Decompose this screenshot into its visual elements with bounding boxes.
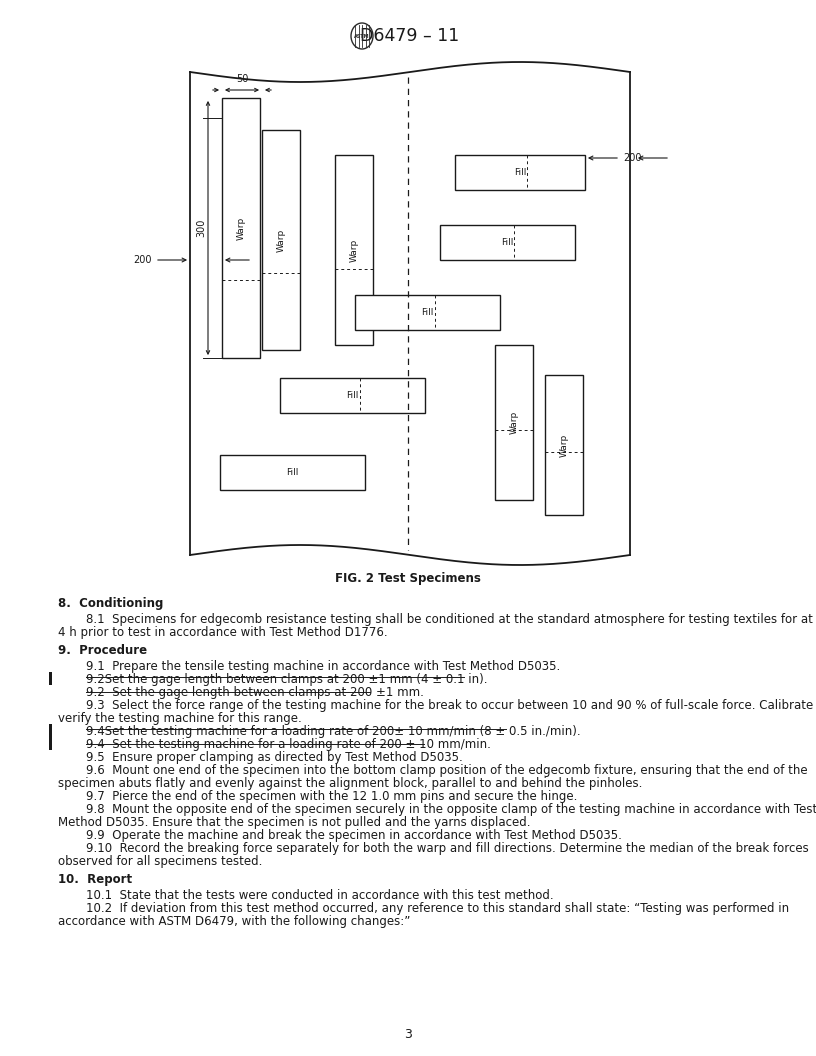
Text: 9.8  Mount the opposite end of the specimen securely in the opposite clamp of th: 9.8 Mount the opposite end of the specim… [86, 803, 816, 816]
Text: D6479 – 11: D6479 – 11 [361, 27, 459, 45]
Text: accordance with ASTM D6479, with the following changes:”: accordance with ASTM D6479, with the fol… [58, 914, 410, 928]
Text: 300: 300 [196, 219, 206, 238]
Bar [280, 378, 425, 413]
Bar [49, 672, 52, 685]
Text: 8.  Conditioning: 8. Conditioning [58, 597, 163, 610]
Polygon shape [190, 62, 630, 555]
Text: 9.  Procedure: 9. Procedure [58, 644, 147, 657]
Text: observed for all specimens tested.: observed for all specimens tested. [58, 855, 263, 868]
Text: Warp: Warp [237, 216, 246, 240]
Text: Fill: Fill [286, 468, 299, 477]
Bar [440, 225, 575, 260]
Bar [222, 98, 260, 358]
Text: 9.4Set the testing machine for a loading rate of 200± 10 mm/min (8 ± 0.5 in./min: 9.4Set the testing machine for a loading… [86, 725, 581, 738]
Text: FIG. 2 Test Specimens: FIG. 2 Test Specimens [335, 572, 481, 585]
Text: 9.6  Mount one end of the specimen into the bottom clamp position of the edgecom: 9.6 Mount one end of the specimen into t… [86, 763, 808, 777]
Text: Warp: Warp [349, 239, 358, 262]
Bar [355, 295, 500, 329]
Text: verify the testing machine for this range.: verify the testing machine for this rang… [58, 712, 302, 725]
Bar [49, 737, 52, 750]
Text: 10.  Report: 10. Report [58, 873, 132, 886]
Text: 9.4  Set the testing machine for a loading rate of 200 ± 10 mm/min.: 9.4 Set the testing machine for a loadin… [86, 738, 491, 751]
Text: 9.3  Select the force range of the testing machine for the break to occur betwee: 9.3 Select the force range of the testin… [86, 699, 816, 712]
Text: 9.7  Pierce the end of the specimen with the 12 1.0 mm pins and secure the hinge: 9.7 Pierce the end of the specimen with … [86, 790, 578, 803]
Text: 9.5  Ensure proper clamping as directed by Test Method D5035.: 9.5 Ensure proper clamping as directed b… [86, 751, 463, 763]
Text: 10.2  If deviation from this test method occurred, any reference to this standar: 10.2 If deviation from this test method … [86, 902, 789, 914]
Text: 9.2  Set the gage length between clamps at 200 ±1 mm.: 9.2 Set the gage length between clamps a… [86, 686, 424, 699]
Bar [495, 345, 533, 499]
Text: Fill: Fill [346, 391, 359, 400]
Text: 3: 3 [404, 1029, 412, 1041]
Text: specimen abuts flatly and evenly against the alignment block, parallel to and be: specimen abuts flatly and evenly against… [58, 777, 642, 790]
Text: Fill: Fill [514, 168, 526, 177]
Bar [455, 155, 585, 190]
Text: 9.9  Operate the machine and break the specimen in accordance with Test Method D: 9.9 Operate the machine and break the sp… [86, 829, 622, 842]
Text: 50: 50 [236, 74, 248, 84]
Bar [335, 155, 373, 345]
Text: 200: 200 [134, 254, 152, 265]
Text: Fill: Fill [501, 238, 514, 247]
Bar [545, 375, 583, 515]
Text: 4 h prior to test in accordance with Test Method D1776.: 4 h prior to test in accordance with Tes… [58, 626, 388, 639]
Text: 10.1  State that the tests were conducted in accordance with this test method.: 10.1 State that the tests were conducted… [86, 889, 553, 902]
Text: 8.1  Specimens for edgecomb resistance testing shall be conditioned at the stand: 8.1 Specimens for edgecomb resistance te… [86, 612, 816, 626]
Text: ASTM: ASTM [354, 34, 370, 38]
Text: 9.10  Record the breaking force separately for both the warp and fill directions: 9.10 Record the breaking force separatel… [86, 842, 809, 855]
Bar [262, 130, 300, 350]
Bar [49, 724, 52, 737]
Text: Warp: Warp [277, 228, 286, 251]
Text: Warp: Warp [509, 411, 518, 434]
Text: Warp: Warp [560, 433, 569, 456]
Text: 9.1  Prepare the tensile testing machine in accordance with Test Method D5035.: 9.1 Prepare the tensile testing machine … [86, 660, 561, 673]
Bar [220, 455, 365, 490]
Polygon shape [190, 72, 630, 555]
Text: 200: 200 [623, 153, 641, 163]
Text: 9.2Set the gage length between clamps at 200 ±1 mm (4 ± 0.1 in).: 9.2Set the gage length between clamps at… [86, 673, 487, 686]
Text: Method D5035. Ensure that the specimen is not pulled and the yarns displaced.: Method D5035. Ensure that the specimen i… [58, 816, 530, 829]
Text: Fill: Fill [421, 308, 433, 317]
